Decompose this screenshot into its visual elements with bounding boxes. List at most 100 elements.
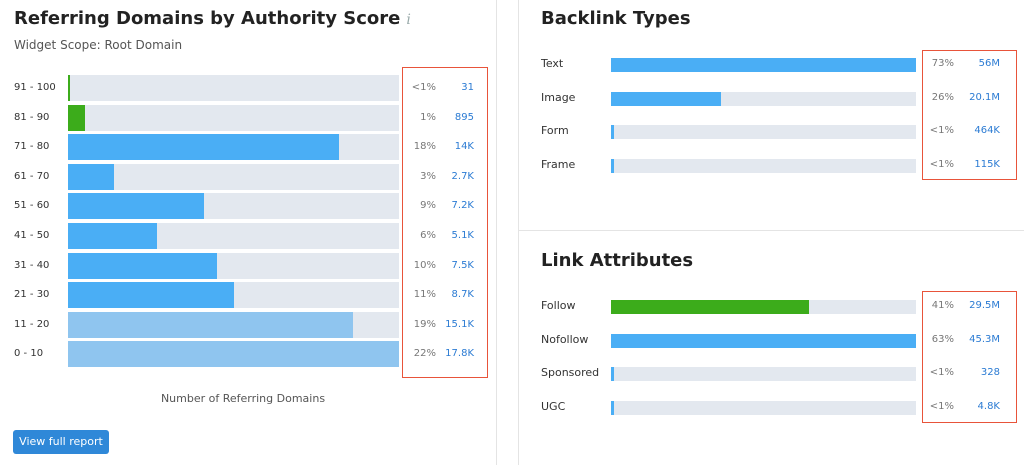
widget-title: Referring Domains by Authority Score i — [14, 8, 411, 29]
link-attribute-count[interactable]: 328 — [980, 367, 1000, 378]
authority-percent: <1% — [411, 82, 436, 93]
authority-range-label: 11 - 20 — [14, 319, 50, 330]
authority-domain-count[interactable]: 5.1K — [451, 230, 474, 241]
authority-bar-track — [68, 223, 399, 249]
backlink-type-percent: <1% — [929, 159, 954, 170]
authority-row: 0 - 10 — [14, 341, 484, 367]
link-attribute-bar-track — [611, 300, 916, 314]
link-attribute-bar[interactable] — [611, 334, 916, 348]
authority-domain-count[interactable]: 7.2K — [451, 200, 474, 211]
authority-percent: 3% — [420, 171, 436, 182]
link-attribute-label: UGC — [541, 400, 566, 413]
link-attribute-percent: 63% — [931, 334, 954, 345]
link-attribute-label: Follow — [541, 299, 576, 312]
authority-domain-count[interactable]: 14K — [454, 141, 474, 152]
backlink-types-title: Backlink Types — [541, 8, 691, 29]
authority-bar-track — [68, 75, 399, 101]
authority-row: 91 - 100 — [14, 75, 484, 101]
widget-scope: Widget Scope: Root Domain — [14, 38, 183, 52]
authority-bar-track — [68, 312, 399, 338]
link-attribute-percent: <1% — [929, 401, 954, 412]
backlink-type-count[interactable]: 115K — [974, 159, 1000, 170]
authority-bar[interactable] — [68, 193, 204, 219]
link-attributes-title: Link Attributes — [541, 250, 694, 271]
authority-bar[interactable] — [68, 253, 217, 279]
authority-percent: 1% — [420, 112, 436, 123]
link-attribute-bar-track — [611, 367, 916, 381]
values-highlight-box — [402, 67, 488, 378]
backlink-type-count[interactable]: 464K — [974, 125, 1000, 136]
backlink-type-count[interactable]: 20.1M — [969, 92, 1000, 103]
backlink-type-bar[interactable] — [611, 58, 916, 72]
authority-bar[interactable] — [68, 282, 234, 308]
link-attribute-bar-track — [611, 401, 916, 415]
authority-bar-track — [68, 134, 399, 160]
authority-bar-track — [68, 253, 399, 279]
authority-range-label: 91 - 100 — [14, 82, 56, 93]
section-divider — [518, 230, 1024, 231]
authority-row: 41 - 50 — [14, 223, 484, 249]
x-axis-caption: Number of Referring Domains — [160, 392, 326, 405]
authority-domain-count[interactable]: 895 — [454, 112, 474, 123]
authority-bar-track — [68, 105, 399, 131]
authority-bar[interactable] — [68, 75, 70, 101]
right-widgets — [518, 0, 1024, 465]
link-attribute-count[interactable]: 45.3M — [969, 334, 1000, 345]
authority-bar[interactable] — [68, 223, 158, 249]
authority-bar[interactable] — [68, 312, 353, 338]
backlink-type-bar-track — [611, 125, 916, 139]
widget-title-text: Referring Domains by Authority Score — [14, 8, 401, 29]
authority-domain-count[interactable]: 7.5K — [451, 260, 474, 271]
authority-range-label: 21 - 30 — [14, 289, 50, 300]
link-attribute-count[interactable]: 4.8K — [977, 401, 1000, 412]
backlink-type-label: Text — [541, 57, 564, 70]
backlink-type-bar[interactable] — [611, 92, 721, 106]
backlink-type-count[interactable]: 56M — [978, 58, 1000, 69]
backlink-type-bar[interactable] — [611, 159, 614, 173]
link-attribute-bar[interactable] — [611, 300, 810, 314]
backlink-type-bar-track — [611, 58, 916, 72]
info-icon[interactable]: i — [406, 12, 411, 28]
authority-percent: 6% — [420, 230, 436, 241]
authority-row: 11 - 20 — [14, 312, 484, 338]
backlink-type-bar-track — [611, 159, 916, 173]
link-attributes-highlight-box — [922, 291, 1017, 423]
authority-domain-count[interactable]: 31 — [461, 82, 474, 93]
backlink-types-highlight-box — [922, 50, 1017, 180]
link-attribute-label: Nofollow — [541, 333, 589, 346]
authority-bar[interactable] — [68, 134, 340, 160]
view-full-report-button[interactable]: View full report — [13, 430, 109, 454]
link-attribute-percent: <1% — [929, 367, 954, 378]
authority-domain-count[interactable]: 2.7K — [451, 171, 474, 182]
backlink-type-percent: 73% — [931, 58, 954, 69]
authority-bar-track — [68, 341, 399, 367]
authority-range-label: 41 - 50 — [14, 230, 50, 241]
authority-bar-track — [68, 282, 399, 308]
backlink-type-label: Form — [541, 124, 569, 137]
authority-range-label: 51 - 60 — [14, 200, 50, 211]
authority-domain-count[interactable]: 8.7K — [451, 289, 474, 300]
authority-range-label: 81 - 90 — [14, 112, 50, 123]
backlink-type-percent: 26% — [931, 92, 954, 103]
link-attribute-bar-track — [611, 334, 916, 348]
authority-bar[interactable] — [68, 164, 115, 190]
authority-percent: 9% — [420, 200, 436, 211]
authority-bar[interactable] — [68, 341, 399, 367]
authority-percent: 19% — [413, 319, 436, 330]
authority-range-label: 61 - 70 — [14, 171, 50, 182]
link-attribute-count[interactable]: 29.5M — [969, 300, 1000, 311]
link-attribute-bar[interactable] — [611, 401, 614, 415]
authority-range-label: 0 - 10 — [14, 348, 44, 359]
authority-bar-track — [68, 193, 399, 219]
backlink-type-bar[interactable] — [611, 125, 614, 139]
authority-percent: 11% — [413, 289, 436, 300]
authority-row: 61 - 70 — [14, 164, 484, 190]
link-attribute-bar[interactable] — [611, 367, 614, 381]
link-attribute-label: Sponsored — [541, 366, 600, 379]
authority-domain-count[interactable]: 17.8K — [445, 348, 474, 359]
authority-bar-track — [68, 164, 399, 190]
authority-range-label: 31 - 40 — [14, 260, 50, 271]
authority-bar[interactable] — [68, 105, 85, 131]
authority-row: 21 - 30 — [14, 282, 484, 308]
authority-domain-count[interactable]: 15.1K — [445, 319, 474, 330]
